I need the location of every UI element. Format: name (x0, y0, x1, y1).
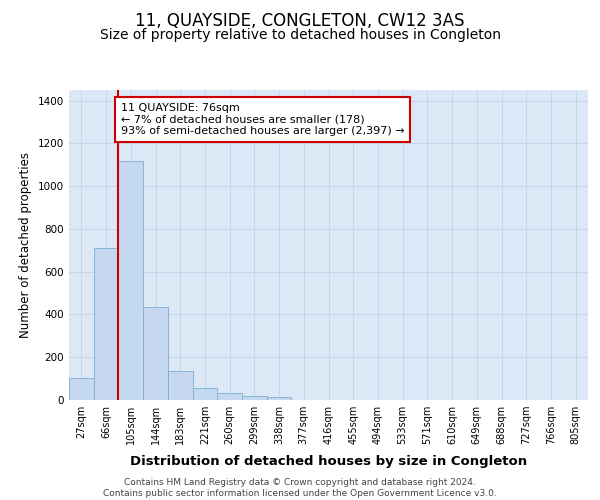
Text: 11, QUAYSIDE, CONGLETON, CW12 3AS: 11, QUAYSIDE, CONGLETON, CW12 3AS (135, 12, 465, 30)
Bar (118, 160, 143, 400)
Bar (168, 371, 193, 400)
Bar (69, 378, 94, 400)
Text: 11 QUAYSIDE: 76sqm
← 7% of detached houses are smaller (178)
93% of semi-detache: 11 QUAYSIDE: 76sqm ← 7% of detached hous… (121, 103, 404, 136)
Bar (217, 393, 242, 400)
Bar (267, 398, 292, 400)
Bar (94, 248, 118, 400)
Bar (143, 307, 168, 400)
Bar (242, 396, 267, 400)
Text: Contains HM Land Registry data © Crown copyright and database right 2024.
Contai: Contains HM Land Registry data © Crown c… (103, 478, 497, 498)
Y-axis label: Number of detached properties: Number of detached properties (19, 152, 32, 338)
X-axis label: Distribution of detached houses by size in Congleton: Distribution of detached houses by size … (130, 456, 527, 468)
Text: Size of property relative to detached houses in Congleton: Size of property relative to detached ho… (100, 28, 500, 42)
Bar (193, 388, 217, 400)
